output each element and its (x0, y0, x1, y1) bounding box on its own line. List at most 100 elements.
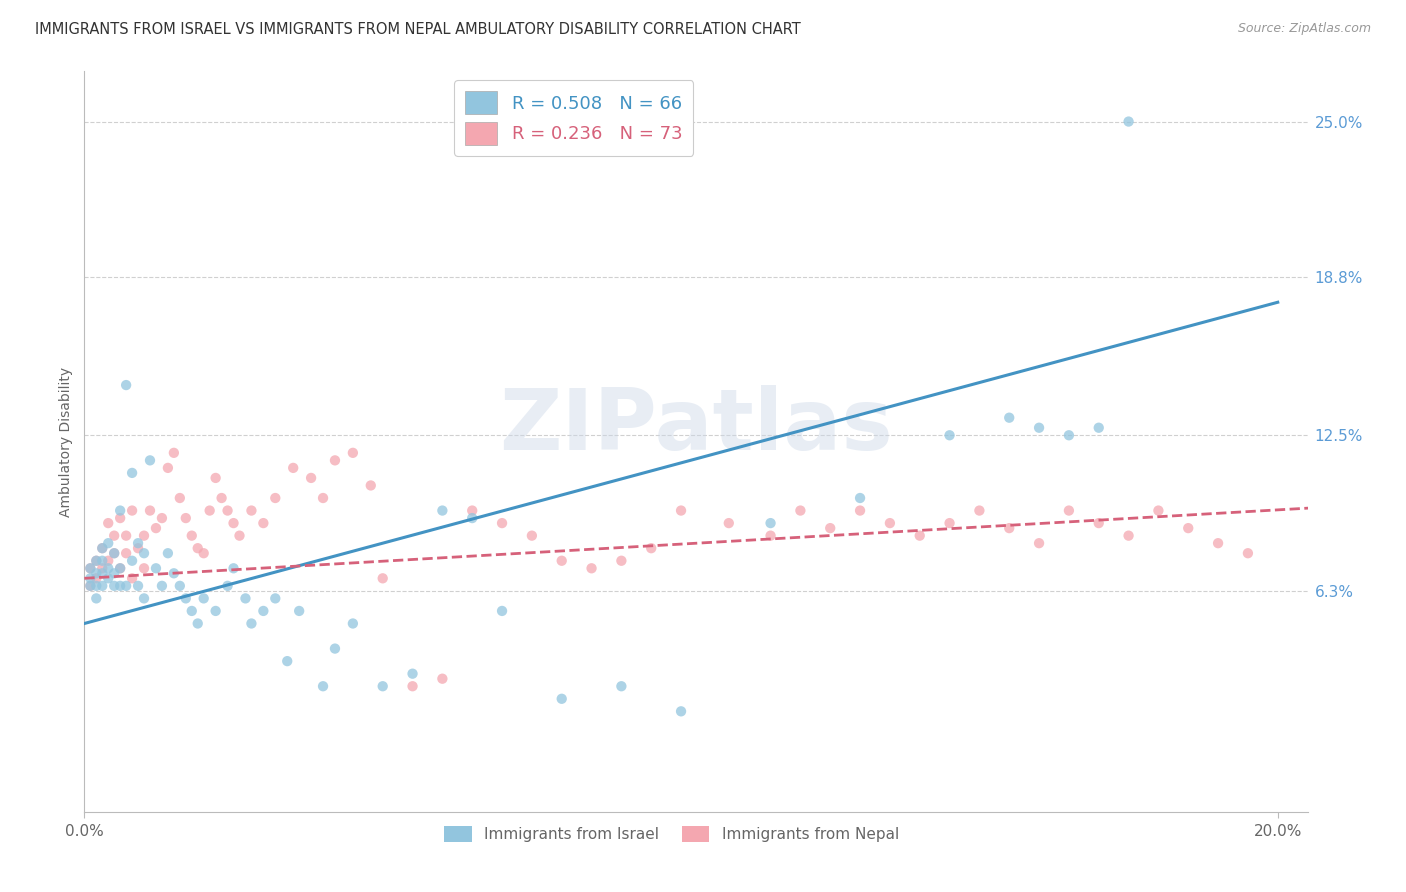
Point (264, 591, 287, 606)
Point (79, 571, 101, 585)
Point (156, 546, 179, 560)
Point (222, 561, 245, 575)
Point (610, 554, 633, 568)
Point (401, 679, 423, 693)
Point (998, 521, 1021, 535)
Point (139, 503, 162, 517)
Point (461, 511, 484, 525)
Point (288, 604, 311, 618)
Point (252, 604, 274, 618)
Point (312, 679, 335, 693)
Point (849, 503, 872, 517)
Point (198, 503, 221, 517)
Point (240, 616, 263, 631)
Point (432, 672, 454, 686)
Point (163, 566, 186, 581)
Point (640, 541, 662, 556)
Point (323, 453, 346, 467)
Point (108, 561, 131, 575)
Point (1028, 421, 1050, 435)
Point (174, 591, 197, 606)
Point (108, 503, 131, 517)
Point (299, 471, 322, 485)
Y-axis label: Ambulatory Disability: Ambulatory Disability (59, 367, 73, 516)
Point (187, 541, 209, 556)
Point (759, 516, 782, 530)
Point (121, 571, 143, 585)
Point (371, 571, 394, 585)
Point (180, 529, 202, 543)
Point (97, 554, 120, 568)
Point (115, 378, 138, 392)
Point (969, 503, 991, 517)
Point (163, 446, 186, 460)
Point (211, 491, 233, 505)
Point (371, 679, 394, 693)
Point (169, 579, 191, 593)
Point (998, 410, 1021, 425)
Point (217, 579, 239, 593)
Point (360, 478, 382, 492)
Point (204, 471, 226, 485)
Point (91, 541, 114, 556)
Point (121, 466, 143, 480)
Point (150, 511, 173, 525)
Point (228, 529, 250, 543)
Point (669, 704, 692, 718)
Point (103, 579, 125, 593)
Point (84, 554, 107, 568)
Point (461, 503, 484, 517)
Point (84, 566, 107, 581)
Point (1087, 516, 1109, 530)
Point (222, 516, 245, 530)
Point (610, 679, 633, 693)
Point (401, 666, 423, 681)
Point (235, 591, 257, 606)
Point (312, 491, 335, 505)
Point (127, 541, 149, 556)
Point (174, 511, 197, 525)
Point (108, 561, 131, 575)
Point (276, 654, 298, 668)
Point (132, 529, 155, 543)
Point (91, 554, 114, 568)
Point (252, 516, 274, 530)
Point (1057, 428, 1080, 442)
Point (669, 503, 692, 517)
Point (204, 604, 226, 618)
Point (132, 591, 155, 606)
Point (193, 546, 215, 560)
Point (108, 579, 131, 593)
Point (789, 503, 811, 517)
Point (938, 516, 960, 530)
Point (103, 566, 125, 581)
Point (1028, 536, 1050, 550)
Point (84, 591, 107, 606)
Point (145, 521, 167, 535)
Point (491, 516, 513, 530)
Point (187, 616, 209, 631)
Point (79, 561, 101, 575)
Point (879, 516, 901, 530)
Point (132, 561, 155, 575)
Point (1177, 521, 1199, 535)
Point (1147, 503, 1170, 517)
Point (103, 529, 125, 543)
Text: IMMIGRANTS FROM ISRAEL VS IMMIGRANTS FROM NEPAL AMBULATORY DISABILITY CORRELATIO: IMMIGRANTS FROM ISRAEL VS IMMIGRANTS FRO… (35, 22, 801, 37)
Point (79, 561, 101, 575)
Point (283, 461, 305, 475)
Point (132, 546, 155, 560)
Point (1057, 503, 1080, 517)
Point (156, 461, 179, 475)
Point (127, 536, 149, 550)
Point (103, 546, 125, 560)
Point (169, 491, 191, 505)
Point (121, 503, 143, 517)
Point (91, 561, 114, 575)
Point (91, 541, 114, 556)
Legend: Immigrants from Israel, Immigrants from Nepal: Immigrants from Israel, Immigrants from … (439, 821, 905, 848)
Point (551, 691, 574, 706)
Point (849, 491, 872, 505)
Point (115, 579, 138, 593)
Point (180, 604, 202, 618)
